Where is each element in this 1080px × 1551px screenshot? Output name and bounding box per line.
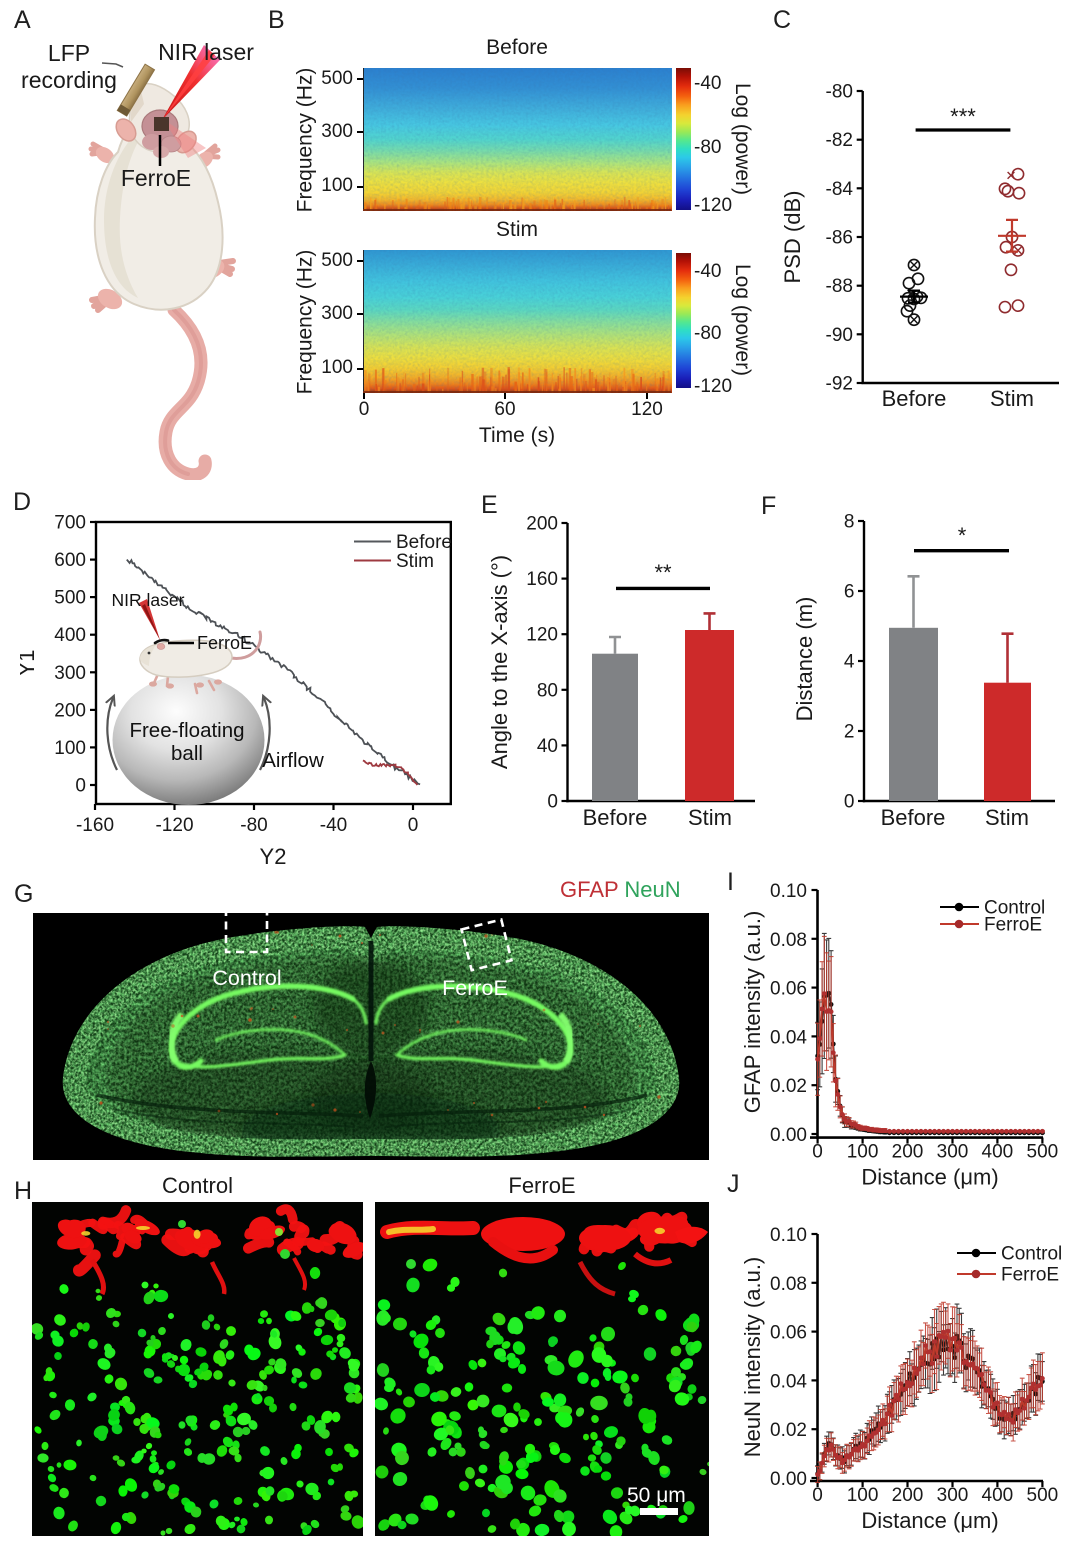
svg-text:Distance (μm): Distance (μm) [861,1508,998,1533]
svg-text:0.10: 0.10 [770,881,807,902]
svg-text:-40: -40 [320,815,347,836]
svg-text:50 μm: 50 μm [627,1484,686,1507]
svg-text:0.08: 0.08 [770,930,807,951]
svg-text:Distance (m): Distance (m) [792,597,817,722]
svg-text:FerroE: FerroE [121,165,191,191]
svg-text:300: 300 [937,1142,969,1163]
svg-text:Y2: Y2 [260,844,287,869]
svg-text:Before: Before [882,386,947,411]
svg-text:Before: Before [583,805,648,830]
svg-text:-86: -86 [826,228,853,249]
svg-text:Y1: Y1 [20,650,39,677]
svg-text:100: 100 [847,1485,879,1506]
svg-text:-82: -82 [826,130,853,151]
svg-text:Free-floating: Free-floating [129,719,244,742]
svg-text:PSD (dB): PSD (dB) [780,191,805,284]
svg-text:2: 2 [844,722,855,743]
svg-text:-80: -80 [240,815,267,836]
svg-text:Stim: Stim [985,805,1029,830]
svg-text:160: 160 [526,569,558,590]
svg-text:-90: -90 [826,325,853,346]
svg-text:NIR laser: NIR laser [112,590,185,610]
svg-text:300: 300 [937,1485,969,1506]
svg-text:0.02: 0.02 [770,1420,807,1441]
svg-text:GFAP intensity (a.u.): GFAP intensity (a.u.) [740,911,765,1114]
svg-text:0: 0 [408,815,419,836]
svg-text:Stim: Stim [688,805,732,830]
svg-text:FerroE: FerroE [1001,1265,1059,1286]
svg-text:NIR laser: NIR laser [158,39,254,65]
svg-text:400: 400 [982,1142,1014,1163]
svg-text:0.10: 0.10 [770,1225,807,1246]
svg-text:4: 4 [844,652,855,673]
svg-text:-80: -80 [826,82,853,103]
svg-text:***: *** [950,104,976,129]
svg-text:0.06: 0.06 [770,979,807,1000]
svg-text:FerroE: FerroE [442,976,508,1000]
svg-text:LFP: LFP [48,40,90,66]
svg-text:40: 40 [537,736,558,757]
svg-text:Control: Control [212,966,281,990]
svg-text:8: 8 [844,512,855,533]
svg-text:0.04: 0.04 [770,1371,807,1392]
svg-text:200: 200 [892,1142,924,1163]
svg-text:Control: Control [1001,1244,1062,1265]
svg-text:-92: -92 [826,374,853,395]
svg-text:Before: Before [396,532,452,553]
svg-text:FerroE: FerroE [984,915,1042,936]
svg-text:0.00: 0.00 [770,1469,807,1490]
svg-text:100: 100 [54,738,86,759]
svg-text:400: 400 [982,1485,1014,1506]
svg-text:600: 600 [54,550,86,571]
svg-text:-120: -120 [155,815,193,836]
svg-text:-84: -84 [826,179,854,200]
svg-text:0: 0 [75,776,86,797]
svg-text:400: 400 [54,625,86,646]
svg-text:Control: Control [984,898,1045,919]
svg-text:-160: -160 [76,815,114,836]
svg-text:-88: -88 [826,276,853,297]
svg-text:0.00: 0.00 [770,1125,807,1146]
svg-text:700: 700 [54,513,86,534]
svg-text:**: ** [654,560,672,585]
svg-text:200: 200 [54,700,86,721]
svg-text:0: 0 [812,1485,823,1506]
svg-text:NeuN intensity (a.u.): NeuN intensity (a.u.) [740,1257,765,1458]
svg-text:500: 500 [1027,1485,1059,1506]
svg-text:0.04: 0.04 [770,1027,807,1048]
svg-text:300: 300 [54,663,86,684]
svg-text:200: 200 [892,1485,924,1506]
svg-text:120: 120 [526,625,558,646]
svg-text:100: 100 [847,1142,879,1163]
svg-text:0: 0 [844,792,855,813]
svg-text:*: * [958,523,967,548]
svg-text:0.08: 0.08 [770,1274,807,1295]
svg-text:Before: Before [881,805,946,830]
svg-text:recording: recording [21,67,117,93]
svg-text:0.06: 0.06 [770,1323,807,1344]
svg-text:FerroE: FerroE [197,633,252,653]
svg-text:Stim: Stim [396,551,434,572]
svg-text:Angle to the X-axis (°): Angle to the X-axis (°) [487,555,512,769]
svg-text:80: 80 [537,680,558,701]
svg-text:500: 500 [54,588,86,609]
svg-text:Stim: Stim [990,386,1034,411]
svg-text:0.02: 0.02 [770,1076,807,1097]
svg-text:0: 0 [547,792,558,813]
svg-text:ball: ball [171,742,203,765]
svg-text:200: 200 [526,514,558,535]
svg-text:0: 0 [812,1142,823,1163]
svg-text:Distance (μm): Distance (μm) [861,1165,998,1190]
svg-text:500: 500 [1027,1142,1059,1163]
svg-text:6: 6 [844,582,855,603]
svg-text:Airflow: Airflow [262,749,324,772]
